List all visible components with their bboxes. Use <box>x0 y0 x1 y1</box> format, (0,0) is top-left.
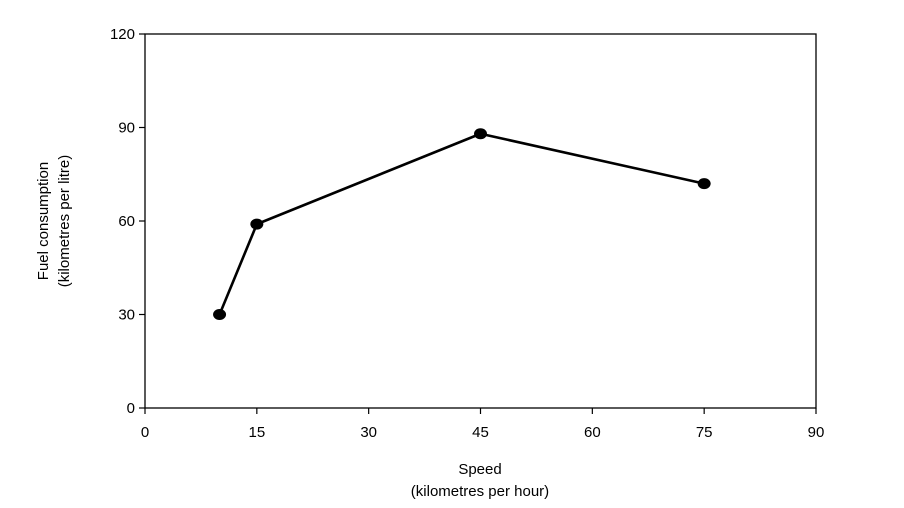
x-tick-label: 60 <box>584 424 601 441</box>
y-tick-label: 30 <box>118 307 135 324</box>
x-axis-ticks: 0 15 30 45 60 75 90 <box>141 408 825 441</box>
data-point <box>474 128 487 140</box>
y-axis-ticks: 0 30 60 90 120 <box>110 26 145 417</box>
y-axis-subtitle: (kilometres per litre) <box>56 155 73 288</box>
x-tick-label: 45 <box>472 424 489 441</box>
y-tick-label: 120 <box>110 26 135 43</box>
y-tick-label: 0 <box>127 400 135 417</box>
plot-area <box>144 33 817 409</box>
x-tick-label: 75 <box>696 424 713 441</box>
x-tick-label: 0 <box>141 424 149 441</box>
x-tick-label: 30 <box>360 424 377 441</box>
series-layer <box>213 128 711 320</box>
data-point <box>250 218 264 230</box>
x-axis-subtitle: (kilometres per hour) <box>411 483 549 500</box>
x-axis-title: Speed <box>458 461 501 478</box>
y-axis-title: Fuel consumption <box>35 162 52 280</box>
y-tick-label: 90 <box>118 120 135 137</box>
y-tick-label: 60 <box>118 213 135 230</box>
x-tick-label: 90 <box>808 424 825 441</box>
data-point <box>697 178 711 190</box>
x-tick-label: 15 <box>248 424 265 441</box>
series-line <box>218 132 705 315</box>
data-point <box>213 309 227 320</box>
